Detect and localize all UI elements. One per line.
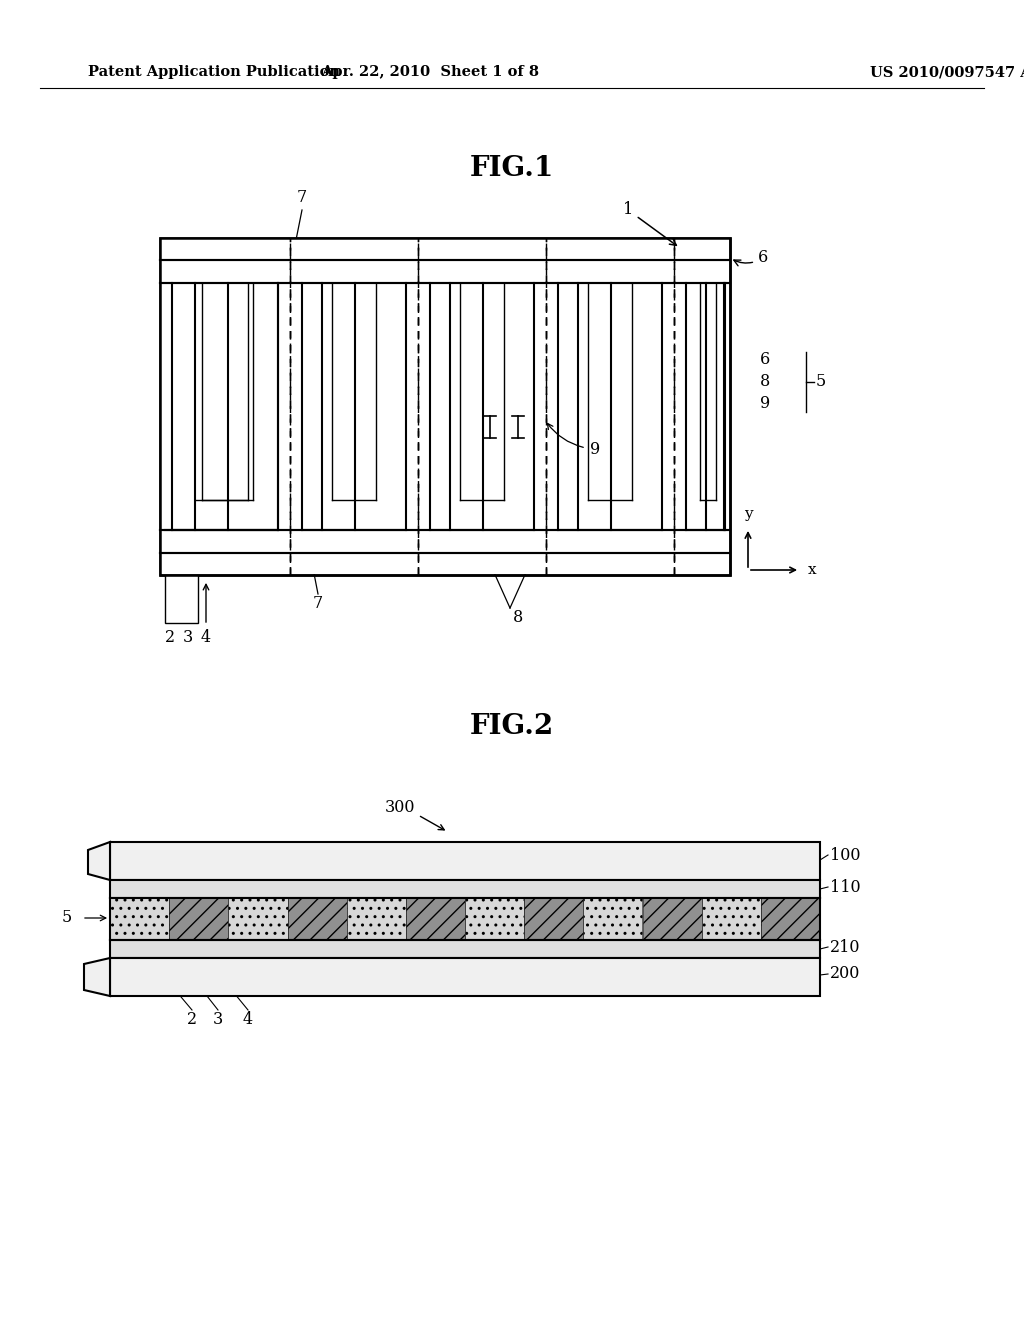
Text: 200: 200 (830, 965, 860, 982)
Text: 1: 1 (623, 202, 677, 246)
Bar (110, 958, 820, 997)
Bar (288, 898, 347, 940)
Text: 7: 7 (313, 595, 324, 612)
Bar (110, 880, 820, 898)
Text: FIG.2: FIG.2 (470, 713, 554, 739)
Bar (110, 842, 820, 880)
Bar (160, 238, 730, 576)
Bar (465, 898, 524, 940)
Text: 3: 3 (183, 628, 194, 645)
Text: 3: 3 (213, 1011, 223, 1028)
Text: 6: 6 (760, 351, 770, 368)
Text: 8: 8 (513, 610, 523, 627)
Bar (524, 898, 584, 940)
Text: 8: 8 (760, 374, 770, 391)
Bar (110, 898, 169, 940)
Text: 300: 300 (385, 800, 416, 817)
Bar (169, 898, 228, 940)
Bar (161, 239, 729, 574)
Bar (347, 898, 406, 940)
Bar (701, 898, 761, 940)
Text: 2: 2 (187, 1011, 197, 1028)
Text: 100: 100 (830, 846, 860, 863)
Text: x: x (808, 564, 816, 577)
Text: Patent Application Publication: Patent Application Publication (88, 65, 340, 79)
Polygon shape (84, 958, 110, 997)
Bar (165, 576, 198, 623)
Text: 5: 5 (816, 374, 826, 391)
Polygon shape (88, 842, 110, 880)
Bar (406, 898, 465, 940)
Text: 9: 9 (760, 396, 770, 412)
Text: 5: 5 (61, 909, 72, 927)
Text: 4: 4 (201, 628, 211, 645)
Text: 210: 210 (830, 939, 860, 956)
Text: US 2010/0097547 A1: US 2010/0097547 A1 (870, 65, 1024, 79)
Text: FIG.1: FIG.1 (470, 154, 554, 181)
Bar (228, 898, 288, 940)
Bar (584, 898, 642, 940)
Text: 7: 7 (297, 190, 307, 206)
Text: 2: 2 (165, 628, 175, 645)
Text: Apr. 22, 2010  Sheet 1 of 8: Apr. 22, 2010 Sheet 1 of 8 (321, 65, 539, 79)
Text: 110: 110 (830, 879, 860, 895)
Bar (642, 898, 701, 940)
Bar (160, 238, 730, 576)
Bar (761, 898, 820, 940)
Text: y: y (743, 507, 753, 521)
Text: 9: 9 (590, 441, 600, 458)
Text: 6: 6 (734, 249, 768, 267)
Text: 4: 4 (243, 1011, 253, 1028)
Bar (110, 940, 820, 958)
